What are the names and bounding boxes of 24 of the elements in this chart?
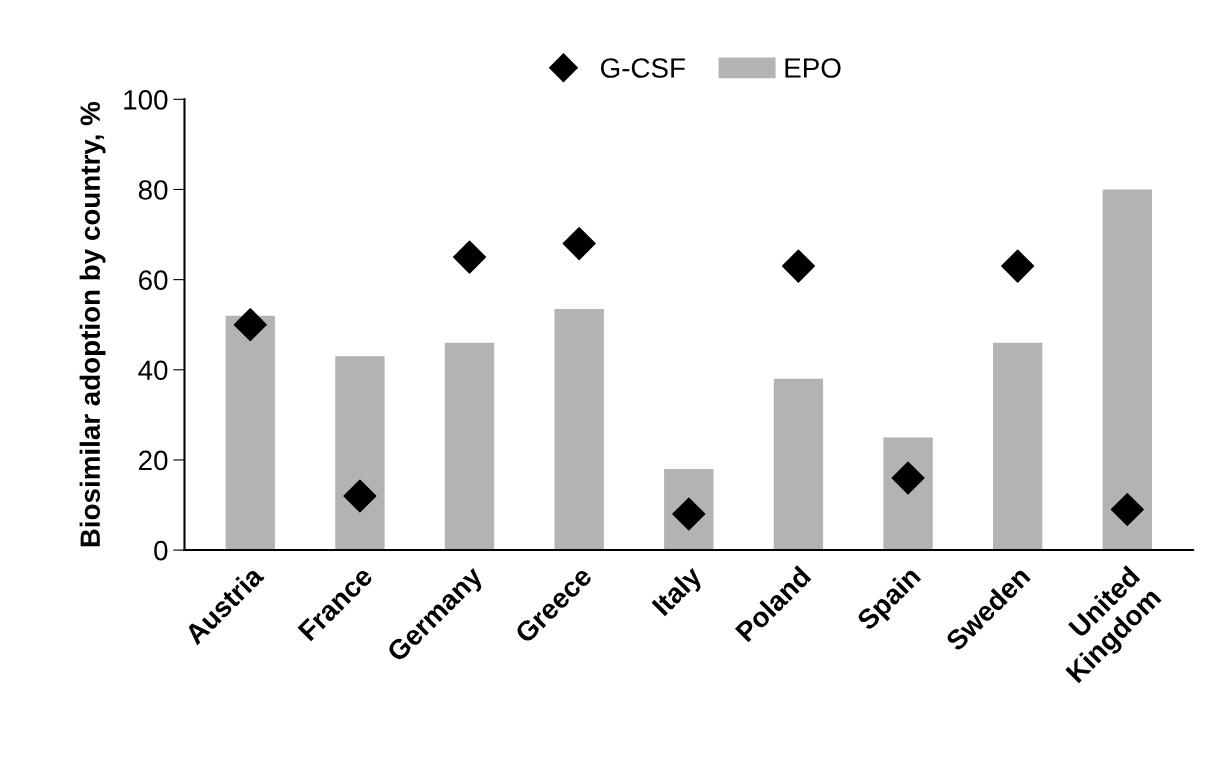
bar (883, 437, 933, 551)
bar (993, 342, 1043, 551)
point (781, 249, 815, 283)
point (1001, 249, 1035, 283)
legend-label: G-CSF (600, 58, 685, 78)
point (562, 227, 596, 261)
y-axis-title: Biosimilar adoption by country, % (79, 101, 106, 547)
point (343, 479, 377, 513)
y-tick-label: 20 (139, 450, 168, 471)
y-tick-label: 100 (124, 89, 168, 110)
y-tick-label: 60 (139, 270, 168, 290)
bar (444, 342, 495, 551)
bar (335, 356, 385, 551)
bar (1102, 189, 1152, 551)
y-tick-label: 80 (138, 180, 168, 200)
bar (773, 378, 824, 551)
point (1110, 492, 1144, 527)
y-tick-label: 40 (138, 360, 168, 381)
point (233, 308, 267, 342)
y-tick-label: 0 (154, 540, 168, 561)
bar (225, 315, 275, 551)
point (453, 240, 487, 274)
bar (554, 308, 604, 551)
legend-label: EPO (785, 58, 841, 78)
